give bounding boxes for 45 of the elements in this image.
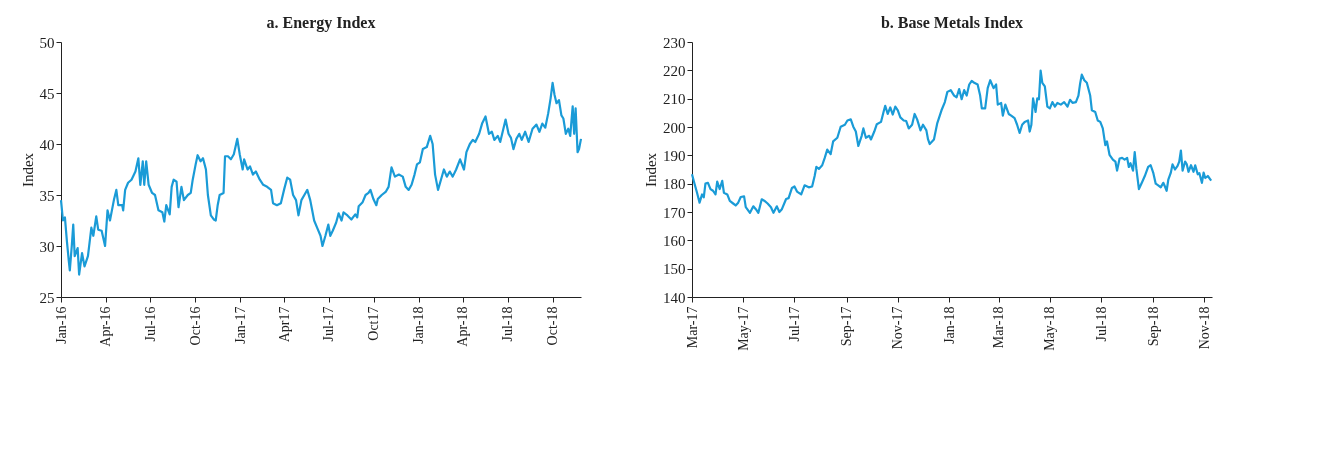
x-tick-label: Sep-18 (1145, 306, 1161, 347)
y-tick-label: 30 (39, 238, 55, 255)
x-tick-label: Oct-18 (545, 306, 561, 346)
y-tick-label: 180 (663, 176, 686, 193)
x-tick-label: Jan-18 (411, 306, 427, 344)
x-tick-label: Jul-16 (142, 306, 158, 342)
y-tick-label: 150 (663, 261, 686, 278)
x-tick-label: Mar-18 (991, 306, 1007, 349)
x-tick-label: Jan-18 (941, 306, 957, 344)
line-series (690, 69, 1213, 214)
x-tick-label: Oct17 (366, 306, 382, 341)
x-tick-label: Jan-16 (53, 306, 69, 344)
y-tick-label: 220 (663, 62, 686, 79)
y-tick-label: 190 (663, 147, 686, 164)
y-tick-label: 40 (39, 136, 55, 153)
line-series (59, 81, 583, 276)
y-tick-label: 210 (663, 91, 686, 108)
y-tick-label: 200 (663, 119, 686, 136)
chart-title: a. Energy Index (266, 14, 376, 32)
y-tick-label: 160 (663, 232, 686, 249)
y-tick-label: 25 (39, 289, 55, 306)
y-tick-label: 230 (663, 34, 686, 51)
y-tick-label: 50 (39, 34, 55, 51)
y-tick-label: 140 (663, 289, 686, 306)
x-tick-label: Jul-17 (321, 306, 337, 342)
y-tick-label: 35 (39, 187, 55, 204)
x-tick-label: Apr-18 (455, 306, 471, 347)
x-tick-label: May-17 (735, 306, 751, 351)
x-tick-label: Mar-17 (684, 306, 700, 349)
chart-title: b. Base Metals Index (880, 14, 1024, 31)
x-tick-label: Jul-18 (1093, 306, 1109, 342)
x-tick-label: Apr17 (276, 306, 292, 343)
x-tick-label: Nov-17 (890, 306, 906, 350)
y-tick-label: 170 (663, 204, 686, 221)
y-axis-title: Index (19, 152, 36, 188)
x-tick-label: Jan-17 (232, 306, 248, 344)
y-tick-label: 45 (39, 85, 55, 102)
x-tick-label: Jul-17 (786, 306, 802, 342)
x-tick-label: Apr-16 (98, 306, 114, 347)
x-tick-label: Sep-17 (839, 306, 855, 347)
x-tick-label: May-18 (1042, 306, 1058, 351)
x-tick-label: Nov-18 (1196, 306, 1212, 350)
x-tick-label: Oct-16 (187, 306, 203, 346)
y-axis-title: Index (643, 152, 659, 188)
x-tick-label: Jul-18 (500, 306, 516, 342)
